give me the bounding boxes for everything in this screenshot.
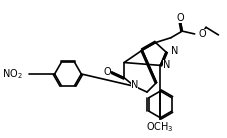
Text: O: O [177, 13, 184, 23]
Text: OCH$_3$: OCH$_3$ [146, 120, 174, 134]
Text: O: O [198, 29, 206, 39]
Text: N: N [131, 80, 138, 90]
Text: NO$_2$: NO$_2$ [2, 67, 22, 81]
Text: O: O [103, 67, 111, 77]
Text: N: N [163, 60, 170, 70]
Text: N: N [171, 46, 178, 56]
